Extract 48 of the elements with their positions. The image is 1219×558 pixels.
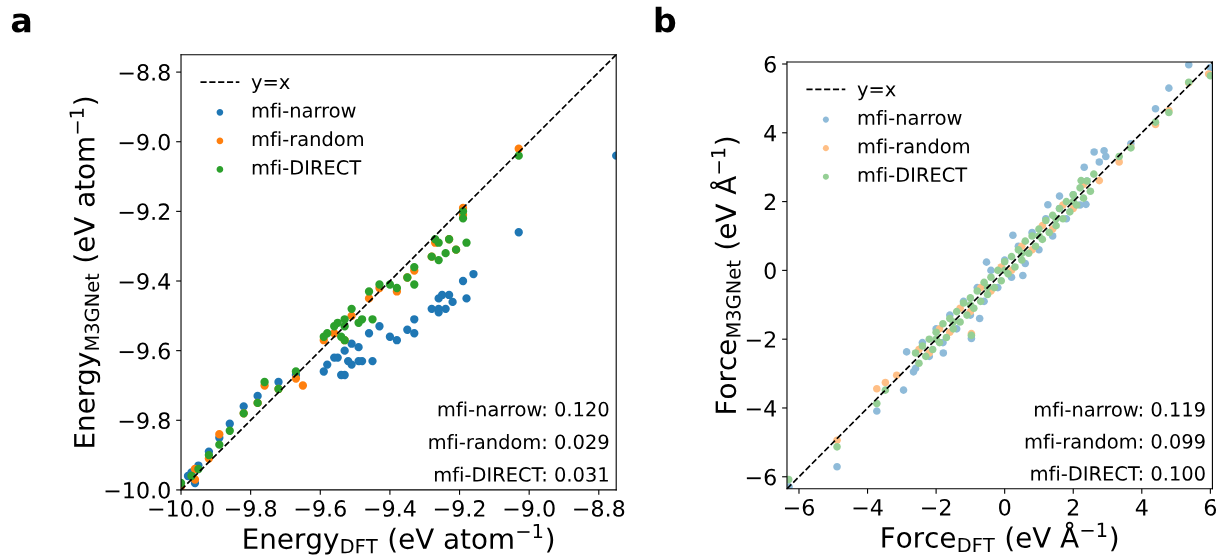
legend-label: mfi-narrow: [858, 109, 962, 125]
y-tick-label: 4: [764, 125, 777, 142]
y-tick-label: −9.8: [119, 412, 170, 430]
legend-label: y=x: [857, 85, 896, 101]
y-tick-label: −10.0: [105, 481, 170, 499]
legend-label: mfi-random: [858, 138, 969, 154]
x-axis-title: Energy$_{DFT}$ (eV atom$^{−1}$): [244, 523, 554, 555]
x-tick-label: −9.2: [434, 500, 485, 517]
y-tick-label: 0: [764, 262, 776, 280]
x-axis-title: Force$_{DFT}$ (eV Å$^{−1}$): [882, 521, 1118, 553]
legend-label: mfi-DIRECT: [858, 167, 968, 183]
y-tick-label: −9.4: [119, 272, 171, 290]
x-tick-label: 6: [1204, 498, 1217, 516]
x-tick-label: −10.0: [149, 500, 214, 517]
y-tick-label: −9.0: [119, 133, 170, 151]
x-tick-label: 0: [999, 498, 1011, 516]
x-tick-label: −6: [784, 498, 814, 516]
y-tick-label: −4: [746, 400, 777, 417]
annotation: mfi-narrow: 0.119: [1035, 401, 1205, 417]
y-tick-label: −8.8: [119, 64, 170, 81]
chart-title: a: [11, 13, 31, 33]
y-tick-label: 6: [764, 55, 776, 73]
y-tick-label: −9.2: [119, 203, 170, 221]
annotation: mfi-random: 0.099: [1025, 433, 1205, 449]
y-axis-title: Force$_{M3GNet}$ (eV Å$^{−1}$): [710, 137, 741, 413]
x-tick-label: −9.0: [504, 500, 555, 517]
annotation: mfi-narrow: 0.120: [438, 401, 609, 417]
x-tick-label: −9.4: [365, 500, 416, 517]
legend-label: y=x: [251, 78, 290, 93]
x-tick-label: 2: [1067, 498, 1079, 516]
annotation: mfi-DIRECT: 0.031: [435, 466, 608, 482]
legend-label: mfi-DIRECT: [252, 159, 362, 175]
y-tick-label: −9.6: [119, 342, 170, 360]
x-tick-label: −9.8: [226, 500, 277, 517]
y-axis-title: Energy$_{M3GNet}$ (eV atom$^{−1}$): [69, 97, 101, 447]
y-tick-label: 2: [764, 193, 776, 211]
y-tick-label: −6: [746, 468, 776, 486]
legend-label: mfi-random: [252, 131, 363, 147]
legend-label: mfi-narrow: [252, 102, 356, 118]
x-tick-label: −4: [853, 499, 883, 516]
x-tick-label: −2: [922, 498, 951, 516]
x-tick-label: −9.6: [295, 500, 346, 517]
x-tick-label: −8.8: [574, 500, 625, 517]
annotation: mfi-DIRECT: 0.100: [1031, 465, 1205, 481]
annotation: mfi-random: 0.029: [429, 434, 609, 450]
chart-title: b: [655, 6, 676, 33]
x-tick-label: 4: [1135, 499, 1148, 516]
y-tick-label: −2: [746, 331, 776, 348]
